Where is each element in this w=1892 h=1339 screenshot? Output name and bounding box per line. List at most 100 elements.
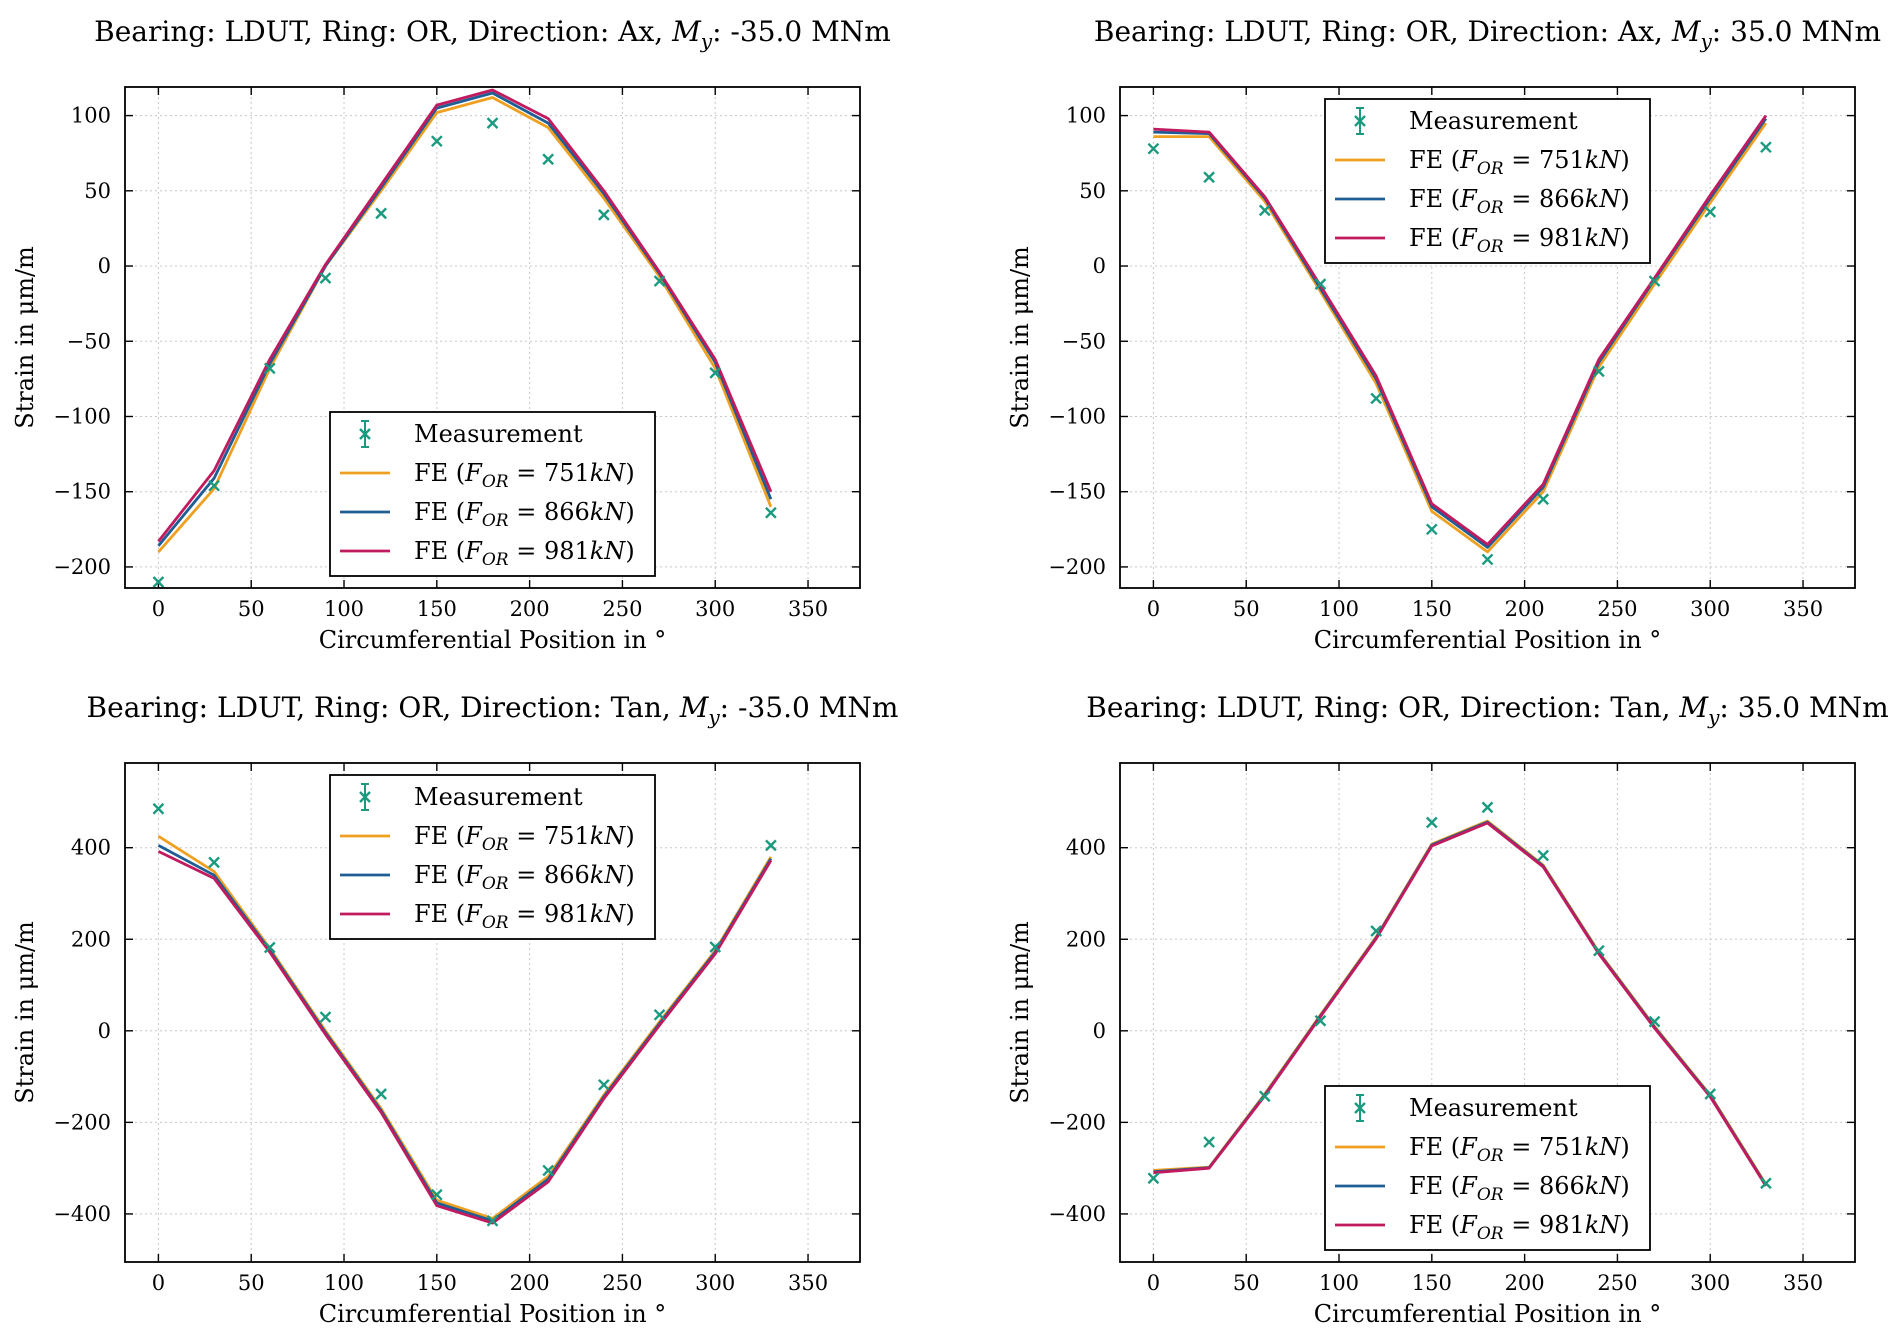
y-tick-label: −400 (53, 1202, 111, 1226)
measurement-point (542, 153, 555, 166)
series-line-3 (1153, 821, 1768, 1187)
legend-label: Measurement (1409, 1094, 1578, 1122)
series-line-3 (157, 850, 773, 1225)
measurement-point (1370, 392, 1382, 405)
marker-stroke (263, 362, 276, 375)
x-tick-label: 0 (152, 1271, 165, 1295)
x-tick-label: 50 (1233, 1271, 1260, 1295)
y-tick-label: 0 (1093, 1019, 1106, 1043)
x-tick-label: 0 (1147, 1271, 1160, 1295)
y-tick-label: −200 (1048, 555, 1106, 579)
legend-box (1324, 98, 1651, 264)
marker-stroke (1370, 392, 1382, 405)
x-tick-label: 100 (324, 597, 364, 621)
marker-stroke (1537, 849, 1550, 862)
marker-stroke (1314, 1014, 1327, 1027)
x-tick-label: 150 (417, 597, 457, 621)
series-line-3 (157, 88, 773, 543)
marker-stroke (1648, 275, 1661, 287)
marker-stroke (430, 1188, 443, 1201)
measurement-points (152, 117, 777, 588)
marker-stroke (152, 576, 165, 588)
x-tick-label: 350 (1783, 1271, 1823, 1295)
legend: Measurement FE (FOR = 751kN) FE (FOR = 866… (329, 411, 656, 577)
series-line-3 (1153, 114, 1768, 546)
marker-stroke (1593, 944, 1605, 957)
chart-panel-3: Bearing: LDUT, Ring: OR, Direction: Tan,… (11, 691, 898, 1328)
marker-stroke (359, 791, 371, 803)
legend-label: FE (FOR = 751kN) (414, 459, 635, 492)
measurement-points (152, 802, 777, 1227)
y-tick-label: 50 (1079, 179, 1106, 203)
plot-frame (124, 86, 861, 589)
measurement-point (1370, 925, 1382, 937)
chart-panel-2: Bearing: LDUT, Ring: OR, Direction: Ax, … (1006, 15, 1881, 654)
y-tick-label: 100 (1066, 104, 1106, 128)
x-tick-label: 50 (238, 597, 265, 621)
y-tick-label: −150 (1048, 480, 1106, 504)
measurement-point (486, 1214, 499, 1227)
measurement-point (152, 802, 165, 815)
legend-marker (1354, 115, 1366, 127)
marker-stroke (208, 479, 220, 492)
legend-label: FE (FOR = 751kN) (414, 822, 635, 855)
measurement-point (1760, 141, 1772, 154)
x-tick-label: 100 (324, 1271, 364, 1295)
measurement-point (375, 1088, 387, 1100)
y-tick-label: 0 (98, 1019, 111, 1043)
marker-stroke (1425, 523, 1438, 536)
chart-title: Bearing: LDUT, Ring: OR, Direction: Tan,… (87, 691, 899, 729)
legend-label: FE (FOR = 866kN) (414, 498, 635, 531)
measurement-point (709, 367, 722, 379)
marker-stroke (486, 117, 499, 129)
x-axis-label: Circumferential Position in ° (319, 1300, 667, 1328)
y-tick-label: −200 (53, 555, 111, 579)
x-tick-label: 350 (788, 597, 828, 621)
marker-stroke (263, 941, 276, 954)
measurement-point (1314, 278, 1327, 290)
measurement-point (1704, 206, 1717, 218)
marker-stroke (598, 1078, 610, 1091)
plot-frame (124, 762, 861, 1263)
measurement-point (653, 1008, 666, 1021)
y-tick-label: −150 (53, 480, 111, 504)
legend-box (1324, 1085, 1651, 1251)
measurement-point (1537, 849, 1550, 862)
marker-stroke (1203, 1136, 1215, 1148)
marker-stroke (1258, 204, 1271, 217)
measurement-point (1704, 1088, 1717, 1100)
series-line-1 (157, 96, 773, 553)
x-axis-label: Circumferential Position in ° (319, 626, 667, 654)
chart-title: Bearing: LDUT, Ring: OR, Direction: Ax, … (1094, 15, 1881, 53)
x-axis-label: Circumferential Position in ° (1314, 1300, 1662, 1328)
y-tick-label: 100 (71, 104, 111, 128)
marker-stroke (1760, 1177, 1772, 1190)
x-tick-label: 250 (602, 597, 642, 621)
measurement-point (1258, 1090, 1271, 1103)
marker-stroke (359, 428, 371, 440)
measurement-points (1147, 141, 1772, 566)
measurement-point (1648, 1015, 1661, 1028)
marker-stroke (765, 839, 777, 852)
measurement-point (1481, 553, 1494, 566)
x-tick-label: 200 (1505, 1271, 1545, 1295)
legend-label: FE (FOR = 751kN) (1409, 146, 1630, 179)
legend-label: FE (FOR = 981kN) (1409, 224, 1630, 257)
y-axis-label: Strain in μm/m (1006, 921, 1034, 1104)
legend: Measurement FE (FOR = 751kN) FE (FOR = 866… (1324, 98, 1651, 264)
x-tick-label: 0 (1147, 597, 1160, 621)
marker-stroke (598, 209, 610, 221)
marker-stroke (1354, 115, 1366, 127)
marker-stroke (1704, 206, 1717, 218)
marker-stroke (1760, 141, 1772, 154)
measurement-point (430, 1188, 443, 1201)
measurement-point (1425, 523, 1438, 536)
measurement-point (486, 117, 499, 129)
measurement-point (1593, 365, 1605, 378)
legend-marker (359, 791, 371, 803)
y-tick-label: 0 (1093, 254, 1106, 278)
measurement-point (1258, 204, 1271, 217)
marker-stroke (653, 275, 666, 287)
